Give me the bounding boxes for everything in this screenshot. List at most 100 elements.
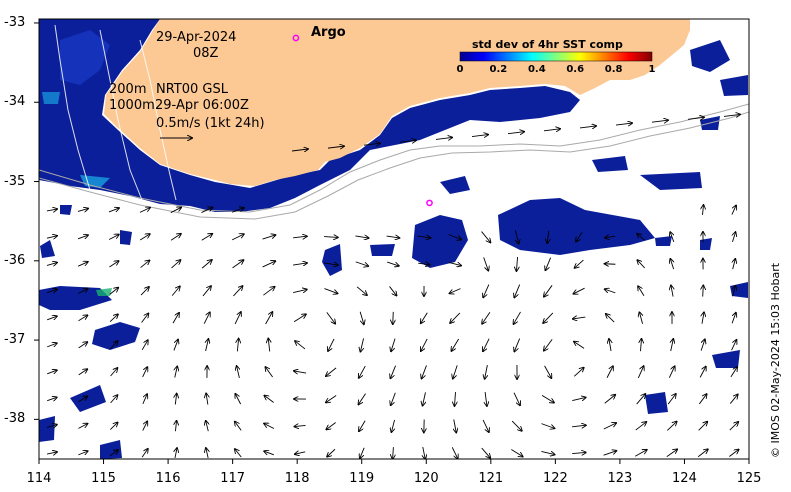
current-vector [175, 448, 177, 459]
analysis-time-label: 29-Apr 06:00Z [155, 98, 249, 113]
current-vector [687, 117, 704, 119]
current-vector [422, 365, 427, 378]
current-vector [47, 343, 57, 348]
current-vector [206, 421, 209, 432]
time-label: 08Z [193, 46, 219, 61]
current-vector [667, 394, 676, 405]
current-vector [514, 230, 518, 243]
current-vector [729, 422, 738, 431]
current-vector [483, 284, 490, 298]
current-vector [700, 339, 705, 351]
current-vector [109, 314, 118, 323]
current-vector [668, 366, 674, 378]
y-tick-label: -37 [4, 332, 26, 348]
current-vectors [46, 114, 740, 459]
current-vector [697, 449, 708, 458]
current-vector [435, 137, 452, 139]
current-vector [389, 286, 396, 295]
current-vector [355, 236, 368, 238]
current-vector [513, 311, 521, 324]
current-vector [141, 449, 148, 458]
current-vector [359, 311, 364, 325]
current-vector [324, 237, 338, 238]
current-vector [575, 259, 584, 268]
y-tick-label: -38 [4, 411, 26, 427]
current-vector [516, 256, 517, 271]
y-tick-label: -33 [4, 14, 26, 30]
current-vector [606, 314, 615, 323]
current-vector [609, 339, 611, 352]
current-vector [109, 261, 118, 268]
current-vector [573, 317, 586, 319]
current-vector [605, 264, 616, 265]
current-vector [393, 311, 394, 324]
current-vector [723, 114, 740, 116]
current-vector [46, 452, 57, 454]
current-vector [483, 338, 490, 352]
current-vector [360, 338, 363, 351]
current-vector [667, 422, 676, 431]
current-vector [573, 287, 585, 294]
current-vector [399, 140, 416, 142]
current-vector [448, 234, 462, 239]
current-vector [170, 207, 181, 213]
current-vector [139, 234, 150, 241]
current-vector [572, 452, 586, 453]
current-vector [511, 420, 522, 431]
x-tick-label: 118 [284, 471, 310, 486]
current-vector [606, 366, 613, 378]
current-vector [671, 285, 673, 297]
current-vector [355, 261, 369, 266]
current-vector [46, 289, 57, 292]
contour-label-1000m: 1000m [109, 98, 155, 113]
current-vector [699, 367, 706, 378]
current-vector [139, 208, 150, 213]
current-vector [635, 422, 647, 431]
current-vector [670, 259, 673, 270]
current-vector [545, 257, 552, 271]
current-vector [293, 263, 307, 265]
date-label: 29-Apr-2024 [156, 30, 237, 45]
current-vector [235, 449, 242, 458]
current-vector [547, 230, 549, 243]
current-vector [391, 338, 396, 352]
current-vector [78, 288, 87, 294]
current-vector [641, 339, 642, 352]
plot-border [38, 18, 750, 460]
current-vector [418, 263, 430, 265]
sst-std-field [39, 19, 748, 459]
current-vector [175, 421, 176, 432]
current-vector [451, 338, 460, 351]
current-vector [615, 123, 632, 125]
current-vector [328, 338, 335, 351]
current-vector [262, 235, 276, 240]
current-vector [454, 419, 456, 433]
current-vector [293, 289, 307, 292]
x-tick-label: 119 [349, 471, 375, 486]
depth-contours [39, 103, 749, 220]
current-vector [544, 365, 552, 378]
current-vector [295, 452, 306, 454]
current-vector [46, 236, 57, 238]
current-vector [730, 367, 737, 378]
current-vector [360, 447, 365, 458]
current-vector [729, 449, 738, 457]
x-tick-label: 123 [607, 471, 633, 486]
current-vector [142, 367, 148, 378]
colorbar-tick-label: 1 [648, 64, 656, 75]
current-vector [603, 451, 617, 456]
current-vector [637, 234, 646, 241]
product-label: NRT00 GSL [156, 82, 228, 97]
current-vector [108, 235, 119, 240]
current-vector [46, 425, 57, 428]
current-vector [108, 208, 119, 213]
x-axis-ticks [38, 459, 750, 464]
current-vector [234, 312, 241, 325]
current-vector [358, 393, 366, 405]
current-vector [170, 234, 181, 241]
current-vector [604, 395, 616, 404]
colorbar [459, 51, 653, 62]
x-tick-label: 121 [478, 471, 504, 486]
y-tick-label: -36 [4, 252, 26, 268]
